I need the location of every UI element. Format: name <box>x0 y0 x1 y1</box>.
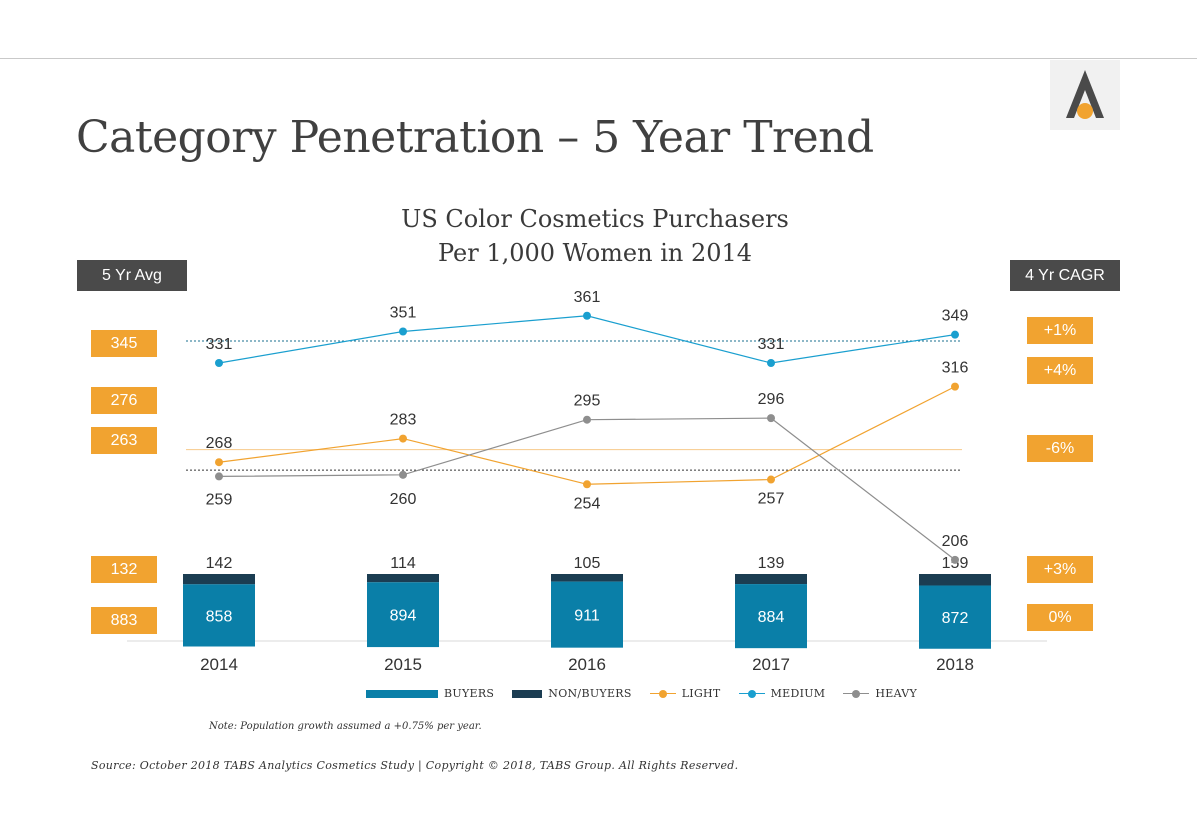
legend-item-buyers: BUYERS <box>366 687 494 700</box>
label-heavy-2018: 206 <box>942 533 969 550</box>
chart-legend: BUYERS NON/BUYERS LIGHT MEDIUM HEAVY <box>366 687 935 700</box>
bar-buyers-label-2015: 894 <box>390 608 417 625</box>
legend-item-light: LIGHT <box>649 687 721 700</box>
source-footnote: Source: October 2018 TABS Analytics Cosm… <box>91 759 739 772</box>
bar-nonbuyers-2014 <box>183 574 255 585</box>
point-medium-2017 <box>767 359 775 367</box>
x-tick-2015: 2015 <box>384 655 422 674</box>
legend-swatch-heavy <box>843 689 870 699</box>
avg-badge-non-buyers: 132 <box>91 556 157 583</box>
cagr-badge-light: +4% <box>1027 357 1093 384</box>
label-medium-2016: 361 <box>574 289 601 306</box>
point-medium-2018 <box>951 330 959 339</box>
brand-logo <box>1050 60 1120 130</box>
legend-swatch-buyers <box>366 689 438 698</box>
label-heavy-2017: 296 <box>758 391 785 408</box>
point-light-2015 <box>399 434 407 443</box>
page-title: Category Penetration – 5 Year Trend <box>76 112 874 163</box>
label-heavy-2015: 260 <box>390 491 417 508</box>
label-medium-2015: 351 <box>390 305 417 322</box>
label-heavy-2016: 295 <box>574 393 601 410</box>
bar-nonbuyers-label-2014: 142 <box>206 555 233 572</box>
legend-label-light: LIGHT <box>681 687 721 700</box>
bar-nonbuyers-2017 <box>735 574 807 585</box>
x-tick-2017: 2017 <box>752 655 790 674</box>
bar-buyers-2014 <box>183 584 255 647</box>
legend-swatch-medium <box>738 689 765 699</box>
series-line-heavy <box>218 417 956 561</box>
avg-badge-buyers: 883 <box>91 607 157 634</box>
bar-nonbuyers-label-2016: 105 <box>574 555 601 572</box>
bar-nonbuyers-2018 <box>919 574 991 586</box>
avg-badge-light: 276 <box>91 387 157 414</box>
label-medium-2014: 331 <box>206 336 233 353</box>
legend-label-medium: MEDIUM <box>770 687 826 700</box>
legend-item-non-buyers: NON/BUYERS <box>512 687 631 700</box>
point-light-2017 <box>767 475 775 484</box>
bar-nonbuyers-2015 <box>367 574 439 583</box>
bar-buyers-label-2017: 884 <box>758 609 785 626</box>
x-tick-2016: 2016 <box>568 655 606 674</box>
label-heavy-2014: 259 <box>206 491 233 508</box>
legend-item-heavy: HEAVY <box>843 687 917 700</box>
bar-buyers-2016 <box>551 581 623 648</box>
chart-title-line-2: Per 1,000 Women in 2014 <box>437 239 753 267</box>
label-light-2016: 254 <box>574 495 601 512</box>
point-medium-2014 <box>215 359 223 367</box>
cagr-badge-heavy: -6% <box>1027 435 1093 462</box>
legend-label-buyers: BUYERS <box>444 687 495 700</box>
legend-swatch-non-buyers <box>512 689 543 698</box>
bar-nonbuyers-label-2017: 139 <box>758 555 785 572</box>
point-heavy-2014 <box>215 472 223 481</box>
point-heavy-2017 <box>767 414 775 423</box>
legend-swatch-light <box>649 689 676 699</box>
point-medium-2015 <box>399 327 407 336</box>
cagr-badge-medium: +1% <box>1027 317 1093 344</box>
legend-label-heavy: HEAVY <box>875 687 918 700</box>
bar-buyers-2015 <box>367 582 439 648</box>
cagr-badge-non-buyers: +3% <box>1027 556 1093 583</box>
point-light-2018 <box>951 382 959 391</box>
point-heavy-2018 <box>951 555 959 564</box>
bar-buyers-2018 <box>919 585 991 649</box>
four-year-cagr-label: 4 Yr CAGR <box>1010 260 1120 291</box>
legend-label-non-buyers: NON/BUYERS <box>548 687 632 700</box>
population-note: Note: Population growth assumed a +0.75%… <box>209 721 482 732</box>
point-heavy-2015 <box>399 470 407 479</box>
x-tick-2014: 2014 <box>200 655 238 674</box>
point-heavy-2016 <box>583 415 591 424</box>
bar-nonbuyers-2016 <box>551 574 623 582</box>
bar-buyers-label-2016: 911 <box>574 608 600 625</box>
label-light-2018: 316 <box>942 360 969 377</box>
x-tick-2018: 2018 <box>936 655 974 674</box>
label-light-2014: 268 <box>206 435 233 452</box>
label-light-2017: 257 <box>758 491 785 508</box>
chart-title-line-1: US Color Cosmetics Purchasers <box>401 205 789 233</box>
bar-buyers-label-2014: 858 <box>206 608 233 625</box>
label-medium-2017: 331 <box>758 336 785 353</box>
avg-badge-medium: 345 <box>91 330 157 357</box>
legend-item-medium: MEDIUM <box>738 687 826 700</box>
cagr-badge-buyers: 0% <box>1027 604 1093 631</box>
point-light-2014 <box>215 458 223 467</box>
label-medium-2018: 349 <box>942 308 969 325</box>
bar-buyers-2017 <box>735 584 807 649</box>
chart-title: US Color Cosmetics Purchasers Per 1,000 … <box>330 202 860 270</box>
top-divider <box>0 58 1197 59</box>
bar-nonbuyers-label-2015: 114 <box>390 555 416 572</box>
five-year-avg-label: 5 Yr Avg <box>77 260 187 291</box>
avg-badge-heavy: 263 <box>91 427 157 454</box>
point-light-2016 <box>583 480 591 489</box>
point-medium-2016 <box>583 311 591 320</box>
series-line-medium <box>218 315 956 364</box>
bar-buyers-label-2018: 872 <box>942 610 969 627</box>
label-light-2015: 283 <box>390 412 417 429</box>
